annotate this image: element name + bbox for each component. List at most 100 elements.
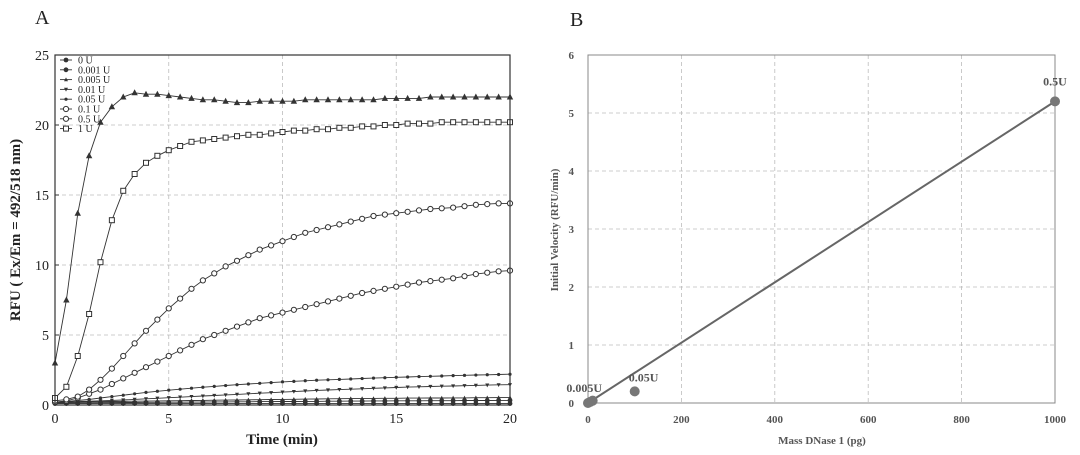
panel-a-data-point bbox=[324, 224, 332, 231]
panel-a-data-point bbox=[222, 97, 229, 104]
panel-a-data-point bbox=[154, 152, 161, 159]
panel-a-data-point bbox=[188, 94, 195, 101]
panel-b-frame bbox=[587, 54, 1056, 404]
panel-a-data-point bbox=[381, 285, 388, 292]
panel-b-grid bbox=[588, 55, 1055, 403]
panel-a-data-point bbox=[438, 276, 445, 283]
panel-a-data-point bbox=[222, 327, 229, 334]
panel-a-data-point bbox=[404, 208, 411, 215]
panel-a-data-point bbox=[256, 131, 263, 138]
panel-a-data-point bbox=[370, 123, 377, 130]
panel-b-y-tick-label: 4 bbox=[569, 166, 575, 178]
panel-b-data-point bbox=[587, 395, 598, 406]
panel-a-series-6 bbox=[51, 200, 514, 404]
panel-a-data-point bbox=[177, 347, 184, 354]
panel-a-data-point bbox=[302, 127, 309, 134]
panel-a-data-point bbox=[165, 305, 172, 312]
panel-a-data-point bbox=[427, 93, 434, 100]
panel-a-data-point bbox=[439, 384, 444, 389]
panel-b-data-point bbox=[629, 386, 640, 397]
panel-a-data-point bbox=[143, 159, 149, 166]
panel-a-data-point bbox=[336, 124, 343, 131]
panel-a-data-point bbox=[449, 93, 457, 100]
panel-a-data-point bbox=[279, 97, 286, 104]
panel-a-series-5 bbox=[51, 267, 514, 406]
panel-a-data-point bbox=[291, 389, 296, 394]
panel-a-data-point bbox=[224, 383, 228, 388]
panel-a-data-point bbox=[235, 392, 239, 397]
panel-a-data-point bbox=[246, 382, 250, 386]
panel-a-data-point bbox=[245, 131, 252, 138]
panel-a-data-point bbox=[472, 201, 479, 208]
panel-a-data-point bbox=[415, 279, 423, 286]
panel-a-data-point bbox=[200, 394, 205, 399]
panel-a-data-point bbox=[166, 398, 171, 403]
panel-a-data-point bbox=[178, 395, 183, 400]
panel-a-data-point bbox=[108, 103, 116, 110]
panel-a-data-point bbox=[440, 374, 444, 378]
panel-a-data-point bbox=[165, 352, 172, 360]
panel-a-data-point bbox=[438, 205, 445, 212]
legend-label: 0.005 U bbox=[78, 75, 111, 86]
panel-a-series-4 bbox=[53, 372, 512, 404]
legend-marker bbox=[62, 115, 70, 122]
panel-a-y-tick-label: 10 bbox=[35, 259, 49, 274]
panel-a-data-point bbox=[383, 376, 387, 380]
panel-b-point-label: 0.005U bbox=[566, 381, 602, 395]
panel-b-data-point bbox=[1050, 96, 1060, 107]
panel-a-grid bbox=[55, 55, 510, 405]
panel-a-data-point bbox=[417, 385, 421, 389]
panel-a-data-point bbox=[495, 268, 502, 275]
panel-a-data-point bbox=[97, 386, 104, 393]
legend-marker bbox=[62, 105, 70, 113]
panel-a-data-point bbox=[268, 312, 275, 319]
panel-a-data-point bbox=[256, 246, 263, 253]
panel-a-data-point bbox=[212, 398, 217, 402]
panel-a-data-point bbox=[144, 390, 148, 394]
panel-a-data-point bbox=[246, 392, 251, 396]
panel-a-data-point bbox=[406, 375, 410, 379]
panel-a-data-point bbox=[462, 384, 467, 388]
panel-a-data-point bbox=[108, 217, 115, 224]
panel-a-data-point bbox=[303, 379, 307, 383]
panel-a-data-point bbox=[290, 127, 297, 134]
panel-b-x-axis-title: Mass DNase 1 (pg) bbox=[778, 435, 866, 447]
panel-a-data-point bbox=[199, 336, 206, 343]
panel-a-data-point bbox=[394, 396, 399, 400]
panel-a-data-point bbox=[74, 393, 81, 400]
panel-a-data-point bbox=[245, 252, 252, 259]
panel-a-data-point bbox=[405, 385, 410, 390]
panel-a-y-tick-label: 20 bbox=[35, 119, 49, 134]
panel-a-data-point bbox=[120, 93, 127, 100]
panel-a-data-point bbox=[393, 122, 400, 128]
panel-a-data-point bbox=[120, 187, 127, 194]
legend-label: 0.01 U bbox=[78, 85, 106, 96]
panel-a-data-point bbox=[155, 389, 159, 393]
panel-a-data-point bbox=[313, 226, 320, 234]
panel-a-data-point bbox=[269, 397, 274, 402]
panel-a-data-point bbox=[245, 99, 252, 106]
panel-b-series: 0.005U 0.05U 0.5U bbox=[566, 74, 1067, 408]
panel-a-data-point bbox=[313, 301, 320, 308]
panel-a-data-point bbox=[222, 134, 229, 141]
panel-a-data-point bbox=[97, 376, 104, 383]
panel-a-data-point bbox=[268, 130, 275, 137]
panel-a-data-point bbox=[199, 96, 207, 103]
panel-a-data-point bbox=[472, 93, 480, 100]
panel-b-x-tick-label: 200 bbox=[673, 414, 690, 426]
panel-a-data-point bbox=[290, 306, 297, 313]
panel-a-x-tick-label: 5 bbox=[165, 412, 172, 427]
panel-a-data-point bbox=[133, 392, 137, 396]
panel-a-data-point bbox=[381, 94, 389, 101]
panel-a-data-point bbox=[360, 387, 365, 391]
legend-label: 0.05 U bbox=[78, 95, 106, 106]
panel-a-data-point bbox=[63, 396, 70, 403]
panel-a-data-point bbox=[347, 292, 354, 299]
panel-a-data-point bbox=[269, 391, 274, 395]
panel-a-data-point bbox=[154, 90, 161, 97]
panel-a-data-point bbox=[280, 380, 285, 384]
panel-a-data-point bbox=[415, 94, 423, 101]
panel-a-data-point bbox=[303, 396, 308, 401]
legend-marker bbox=[63, 125, 69, 132]
